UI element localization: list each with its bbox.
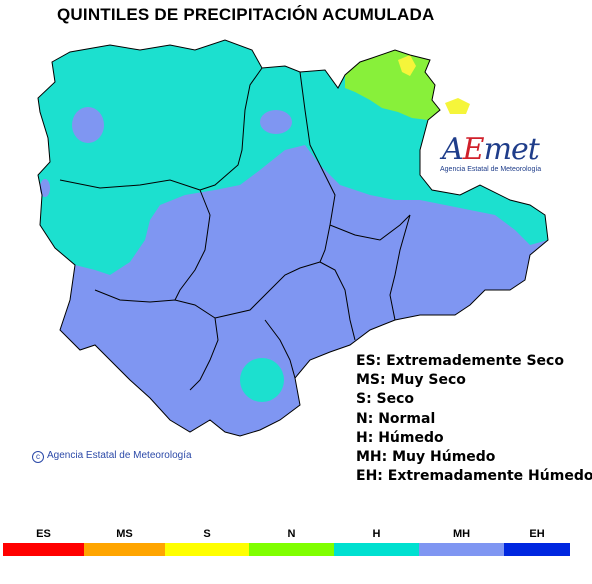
patch-muy-humedo-2 <box>260 110 292 134</box>
legend: ES: Extremademente Seco MS: Muy Seco S: … <box>356 352 592 486</box>
scale-swatch <box>419 543 504 556</box>
legend-item: EH: Extremadamente Húmedo <box>356 468 592 485</box>
scale-item-ms: MS <box>84 527 165 557</box>
map-title: QUINTILES DE PRECIPITACIÓN ACUMULADA <box>57 5 435 24</box>
region-seco-2 <box>445 98 470 114</box>
aemet-logo: AEmet Agencia Estatal de Meteorología <box>440 132 550 182</box>
patch-muy-humedo-3 <box>40 179 50 197</box>
legend-item: H: Húmedo <box>356 429 444 446</box>
scale-swatch <box>165 543 249 556</box>
copyright-icon: c <box>32 451 44 463</box>
legend-item: MH: Muy Húmedo <box>356 449 496 466</box>
scale-item-n: N <box>249 527 334 557</box>
scale-item-mh: MH <box>419 527 504 557</box>
logo-main-text: AEmet <box>442 132 540 167</box>
logo-sub-text: Agencia Estatal de Meteorología <box>440 166 542 173</box>
color-scale: ES MS S N H MH EH <box>3 527 570 557</box>
scale-label: ES <box>36 528 51 540</box>
scale-swatch <box>3 543 84 556</box>
scale-item-s: S <box>165 527 249 557</box>
scale-label: H <box>372 528 381 540</box>
scale-label: MH <box>452 528 471 540</box>
scale-item-eh: EH <box>504 527 570 557</box>
legend-item: S: Seco <box>356 391 415 408</box>
scale-label: EH <box>529 528 545 540</box>
scale-swatch <box>249 543 334 556</box>
legend-item: MS: Muy Seco <box>356 372 466 389</box>
patch-muy-humedo-1 <box>72 107 104 143</box>
region-seco-1 <box>398 55 416 76</box>
scale-label: S <box>203 528 211 540</box>
scale-swatch <box>504 543 570 556</box>
copyright-text: Agencia Estatal de Meteorología <box>47 450 192 461</box>
province-borders <box>37 39 549 437</box>
region-normal-ne <box>345 50 440 120</box>
patch-humedo-south <box>240 358 284 402</box>
scale-item-es: ES <box>3 527 84 557</box>
scale-label: N <box>287 528 296 540</box>
copyright-notice: c Agencia Estatal de Meteorología <box>32 450 192 463</box>
legend-item: N: Normal <box>356 410 436 427</box>
scale-item-h: H <box>334 527 419 557</box>
scale-swatch <box>334 543 419 556</box>
scale-swatch <box>84 543 165 556</box>
legend-item: ES: Extremademente Seco <box>356 353 564 369</box>
scale-label: MS <box>116 528 133 540</box>
precipitation-map <box>37 39 549 437</box>
